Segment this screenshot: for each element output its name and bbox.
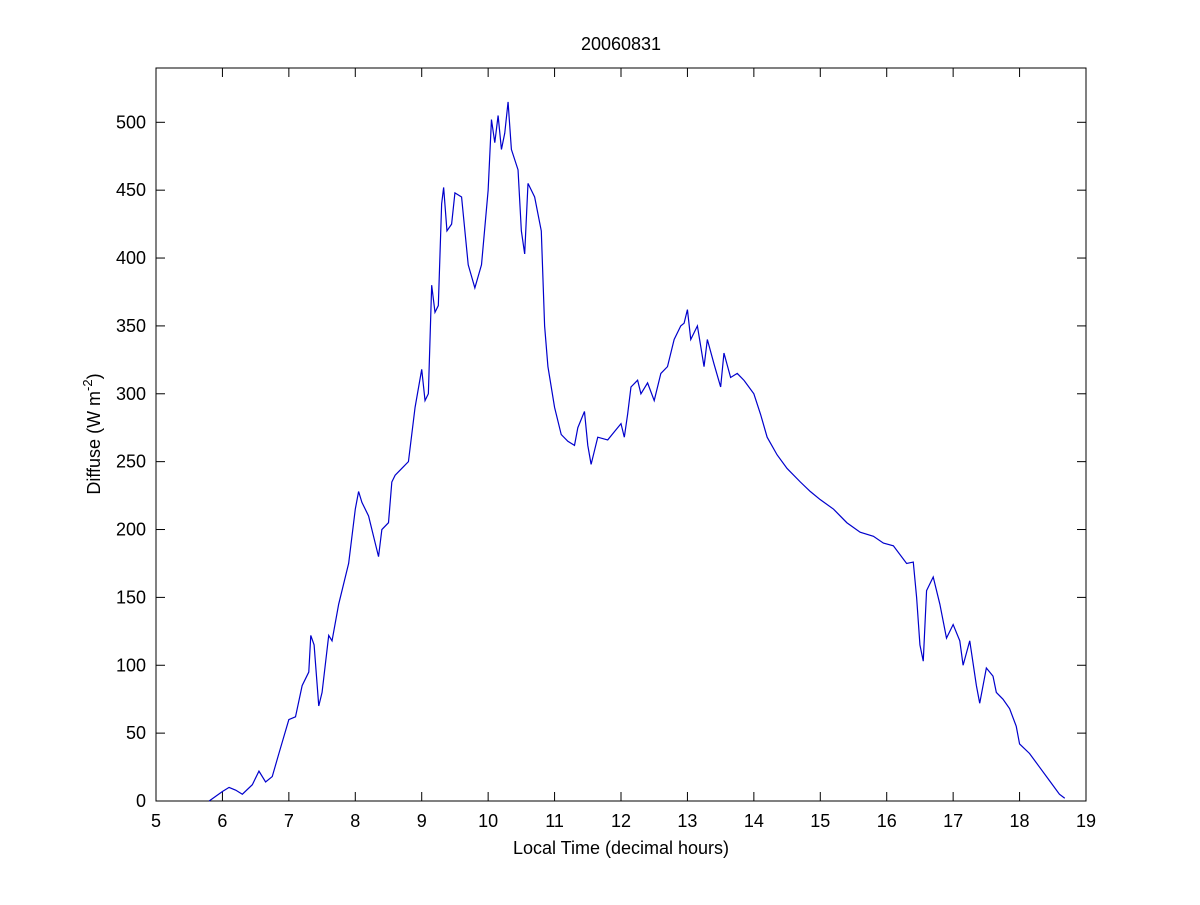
- y-tick-label: 250: [116, 452, 146, 472]
- x-tick-label: 7: [284, 811, 294, 831]
- x-axis-label: Local Time (decimal hours): [513, 838, 729, 858]
- y-tick-label: 400: [116, 248, 146, 268]
- y-label-main: Diffuse (W m: [84, 391, 104, 495]
- y-axis-label: Diffuse (W m-2): [80, 373, 104, 494]
- y-tick-label: 500: [116, 112, 146, 132]
- x-tick-label: 13: [677, 811, 697, 831]
- x-tick-label: 18: [1010, 811, 1030, 831]
- y-tick-label: 200: [116, 520, 146, 540]
- y-tick-label: 100: [116, 655, 146, 675]
- x-tick-label: 8: [350, 811, 360, 831]
- x-tick-label: 17: [943, 811, 963, 831]
- y-tick-label: 300: [116, 384, 146, 404]
- y-tick-label: 350: [116, 316, 146, 336]
- x-tick-label: 5: [151, 811, 161, 831]
- y-tick-label: 150: [116, 587, 146, 607]
- x-tick-label: 11: [545, 811, 564, 831]
- y-label-sup: -2: [80, 379, 95, 391]
- y-label-tail: ): [84, 373, 104, 379]
- x-tick-label: 16: [877, 811, 897, 831]
- x-tick-label: 9: [417, 811, 427, 831]
- x-tick-label: 12: [611, 811, 631, 831]
- y-tick-label: 450: [116, 180, 146, 200]
- y-tick-label: 0: [136, 791, 146, 811]
- x-tick-label: 10: [478, 811, 498, 831]
- y-tick-label: 50: [126, 723, 146, 743]
- x-tick-label: 6: [217, 811, 227, 831]
- data-line: [208, 101, 1066, 802]
- x-tick-label: 15: [810, 811, 830, 831]
- x-tick-label: 14: [744, 811, 764, 831]
- chart-title: 20060831: [581, 34, 661, 54]
- x-tick-label: 19: [1076, 811, 1096, 831]
- plot-frame: [155, 67, 1087, 802]
